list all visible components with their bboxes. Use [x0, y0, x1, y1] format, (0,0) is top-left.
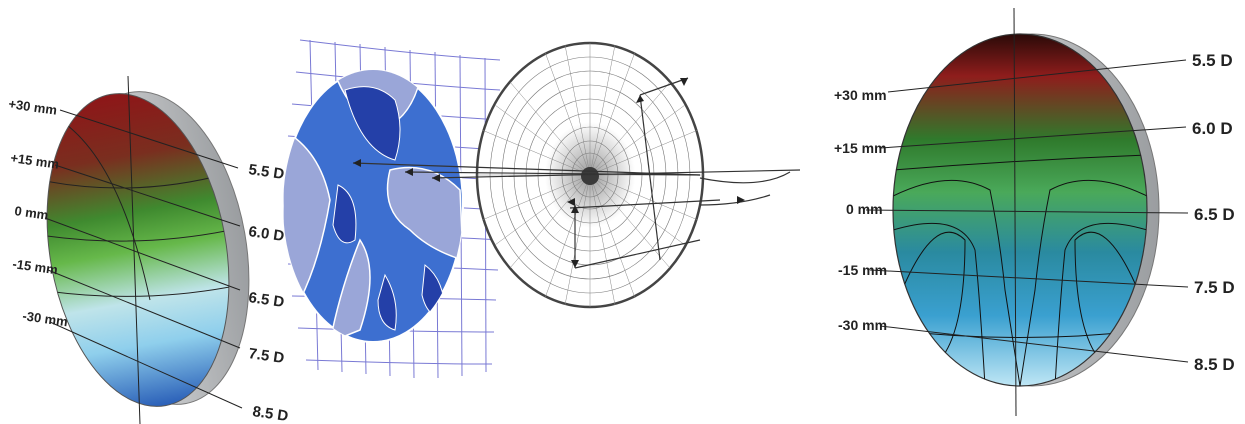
left-power-label: 7.5 D	[247, 345, 285, 367]
arrow-heads	[353, 78, 745, 268]
left-power-label: 6.5 D	[247, 289, 285, 311]
right-mm-label: 0 mm	[846, 201, 883, 217]
left-mm-labels: +30 mm +15 mm 0 mm -15 mm -30 mm	[8, 96, 69, 329]
right-power-labels: 5.5 D 6.0 D 6.5 D 7.5 D 8.5 D	[1192, 51, 1235, 374]
left-mm-label: 0 mm	[14, 203, 50, 223]
right-power-label: 8.5 D	[1194, 355, 1235, 374]
right-lens-surface	[892, 33, 1148, 387]
left-power-label: 8.5 D	[251, 403, 289, 424]
power-map	[282, 69, 464, 343]
right-power-label: 5.5 D	[1192, 51, 1233, 70]
right-power-label: 6.5 D	[1194, 205, 1235, 224]
left-mm-label: -15 mm	[12, 256, 59, 277]
right-mm-labels: +30 mm +15 mm 0 mm -15 mm -30 mm	[834, 87, 887, 333]
right-mm-label: +15 mm	[834, 140, 887, 156]
right-mm-label: -30 mm	[838, 317, 887, 333]
right-lens: +30 mm +15 mm 0 mm -15 mm -30 mm 5.5 D 6…	[834, 7, 1235, 417]
right-mm-label: -15 mm	[838, 262, 887, 278]
left-mm-label: +15 mm	[10, 150, 60, 172]
left-lens-axis	[127, 75, 141, 424]
left-lens-surface	[46, 93, 230, 407]
left-power-label: 5.5 D	[247, 161, 285, 183]
right-power-label: 7.5 D	[1194, 278, 1235, 297]
right-power-label: 6.0 D	[1192, 119, 1233, 138]
left-power-label: 6.0 D	[247, 223, 285, 245]
right-lens-axis	[1013, 7, 1017, 417]
left-lens: +30 mm +15 mm 0 mm -15 mm -30 mm 5.5 D 6…	[8, 75, 289, 424]
left-mm-label: -30 mm	[22, 308, 69, 329]
left-mm-label: +30 mm	[8, 96, 58, 118]
right-mm-label: +30 mm	[834, 87, 887, 103]
left-power-labels: 5.5 D 6.0 D 6.5 D 7.5 D 8.5 D	[247, 161, 289, 424]
